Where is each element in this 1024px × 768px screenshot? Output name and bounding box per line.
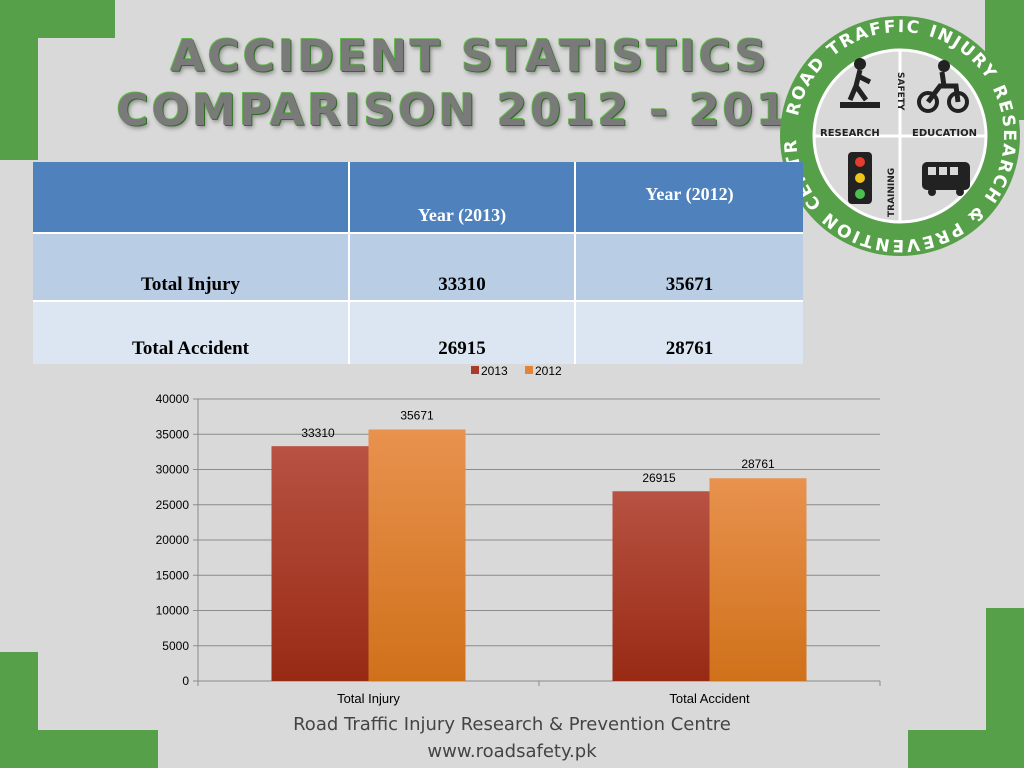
title-line-1: ACCIDENT STATISTICS	[170, 31, 770, 82]
table-row: Total Injury 33310 35671	[33, 233, 803, 302]
data-label: 35671	[400, 409, 434, 423]
legend-swatch	[525, 366, 533, 374]
y-tick-label: 30000	[156, 463, 190, 477]
bar-2013	[612, 491, 710, 681]
bus-icon	[922, 162, 970, 196]
table-header-row: Year (2013) Year (2012)	[33, 162, 803, 234]
logo-safety-label: SAFETY	[895, 72, 905, 111]
table-header-cell: Year (2013)	[349, 162, 576, 234]
legend-label: 2012	[535, 364, 562, 378]
table-cell: Total Injury	[33, 233, 350, 302]
table-cell: 26915	[349, 301, 576, 364]
data-label: 26915	[642, 471, 676, 485]
logo-training-label: TRAINING	[887, 168, 897, 217]
table-cell: Total Accident	[33, 301, 350, 364]
bar-chart: 0 5000 10000 15000 20000 25000 30000 35000 40000…	[156, 364, 881, 706]
y-tick-label: 25000	[156, 498, 190, 512]
motorbike-icon	[917, 60, 969, 113]
y-tick-label: 10000	[156, 604, 190, 618]
page-title: ACCIDENT STATISTICS COMPARISON 2012 - 20…	[0, 30, 940, 138]
table-cell: 35671	[575, 233, 803, 302]
corner-frame-bottom-left-cutout	[38, 652, 158, 730]
legend-label: 2013	[481, 364, 508, 378]
data-label: 33310	[301, 426, 335, 440]
y-tick-label: 0	[182, 674, 189, 688]
title-line-2: COMPARISON 2012 - 2013	[116, 85, 824, 136]
logo-education-label: EDUCATION	[912, 128, 977, 139]
data-label: 28761	[741, 457, 775, 471]
y-tick-label: 40000	[156, 392, 190, 406]
table-header-cell	[33, 162, 350, 234]
rtirpc-logo: ROAD TRAFFIC INJURY RESEARCH & PREVENTIO…	[780, 2, 1020, 256]
bar-2013	[271, 446, 369, 681]
statistics-table: Year (2013) Year (2012) Total Injury 333…	[33, 162, 803, 364]
footer-website-link[interactable]: www.roadsafety.pk	[427, 741, 597, 762]
y-tick-label: 15000	[156, 568, 190, 582]
corner-frame-top-left-cutout	[38, 38, 115, 160]
y-tick-label: 35000	[156, 427, 190, 441]
x-tick-label: Total Injury	[337, 691, 400, 706]
table-cell: 28761	[575, 301, 803, 364]
table-row: Total Accident 26915 28761	[33, 301, 803, 364]
legend-swatch	[471, 366, 479, 374]
bar-2012	[368, 429, 466, 681]
bar-2012	[709, 478, 807, 681]
table-cell: 33310	[349, 233, 576, 302]
y-tick-label: 20000	[156, 533, 190, 547]
y-tick-label: 5000	[162, 639, 189, 653]
x-tick-label: Total Accident	[669, 691, 750, 706]
traffic-light-icon	[848, 152, 872, 204]
pedestrian-icon	[840, 58, 880, 108]
footer-organization: Road Traffic Injury Research & Preventio…	[293, 714, 731, 735]
table-header-cell: Year (2012)	[575, 162, 803, 234]
corner-frame-bottom-right-cutout	[908, 608, 986, 730]
logo-research-label: RESEARCH	[820, 128, 880, 139]
